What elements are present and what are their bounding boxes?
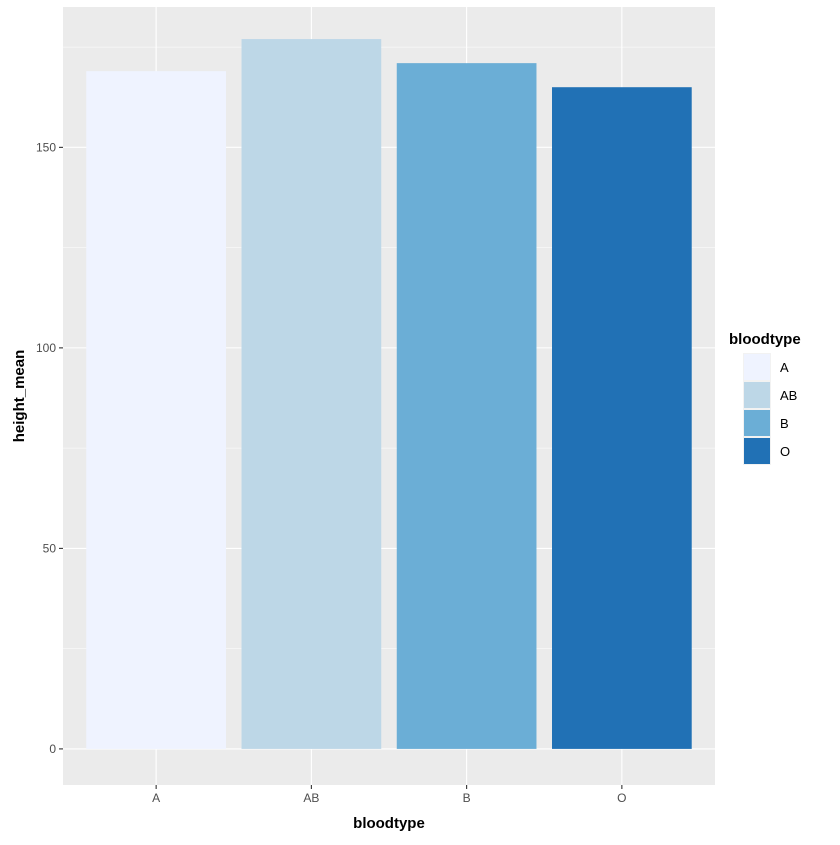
- bar-b: [396, 63, 537, 749]
- legend-label: B: [780, 416, 789, 431]
- x-axis: A AB B O: [152, 785, 627, 805]
- legend-label: O: [780, 444, 790, 459]
- x-tick-label: A: [152, 791, 160, 805]
- legend-swatch-ab: [744, 382, 770, 408]
- y-axis-title: height_mean: [11, 350, 28, 443]
- x-tick-label: AB: [303, 791, 319, 805]
- y-tick-label: 150: [36, 140, 56, 154]
- x-tick-label: B: [463, 791, 471, 805]
- legend: bloodtype A AB BO: [729, 331, 801, 465]
- legend-label: AB: [780, 388, 797, 403]
- bar-a: [86, 71, 227, 749]
- bar-o: [552, 87, 692, 749]
- legend-label: A: [780, 360, 789, 375]
- legend-swatch-o: [744, 438, 770, 464]
- bar-ab: [241, 39, 382, 749]
- legend-title: bloodtype: [729, 331, 801, 348]
- x-axis-title: bloodtype: [353, 815, 425, 832]
- x-tick-label: O: [617, 791, 626, 805]
- y-tick-label: 0: [49, 742, 56, 756]
- bars: [86, 39, 692, 749]
- y-tick-label: 50: [43, 541, 57, 555]
- y-tick-label: 100: [36, 341, 56, 355]
- y-axis: 0 50 100 150: [36, 140, 63, 756]
- legend-swatch-b: [744, 410, 770, 436]
- legend-swatch-a: [744, 354, 770, 380]
